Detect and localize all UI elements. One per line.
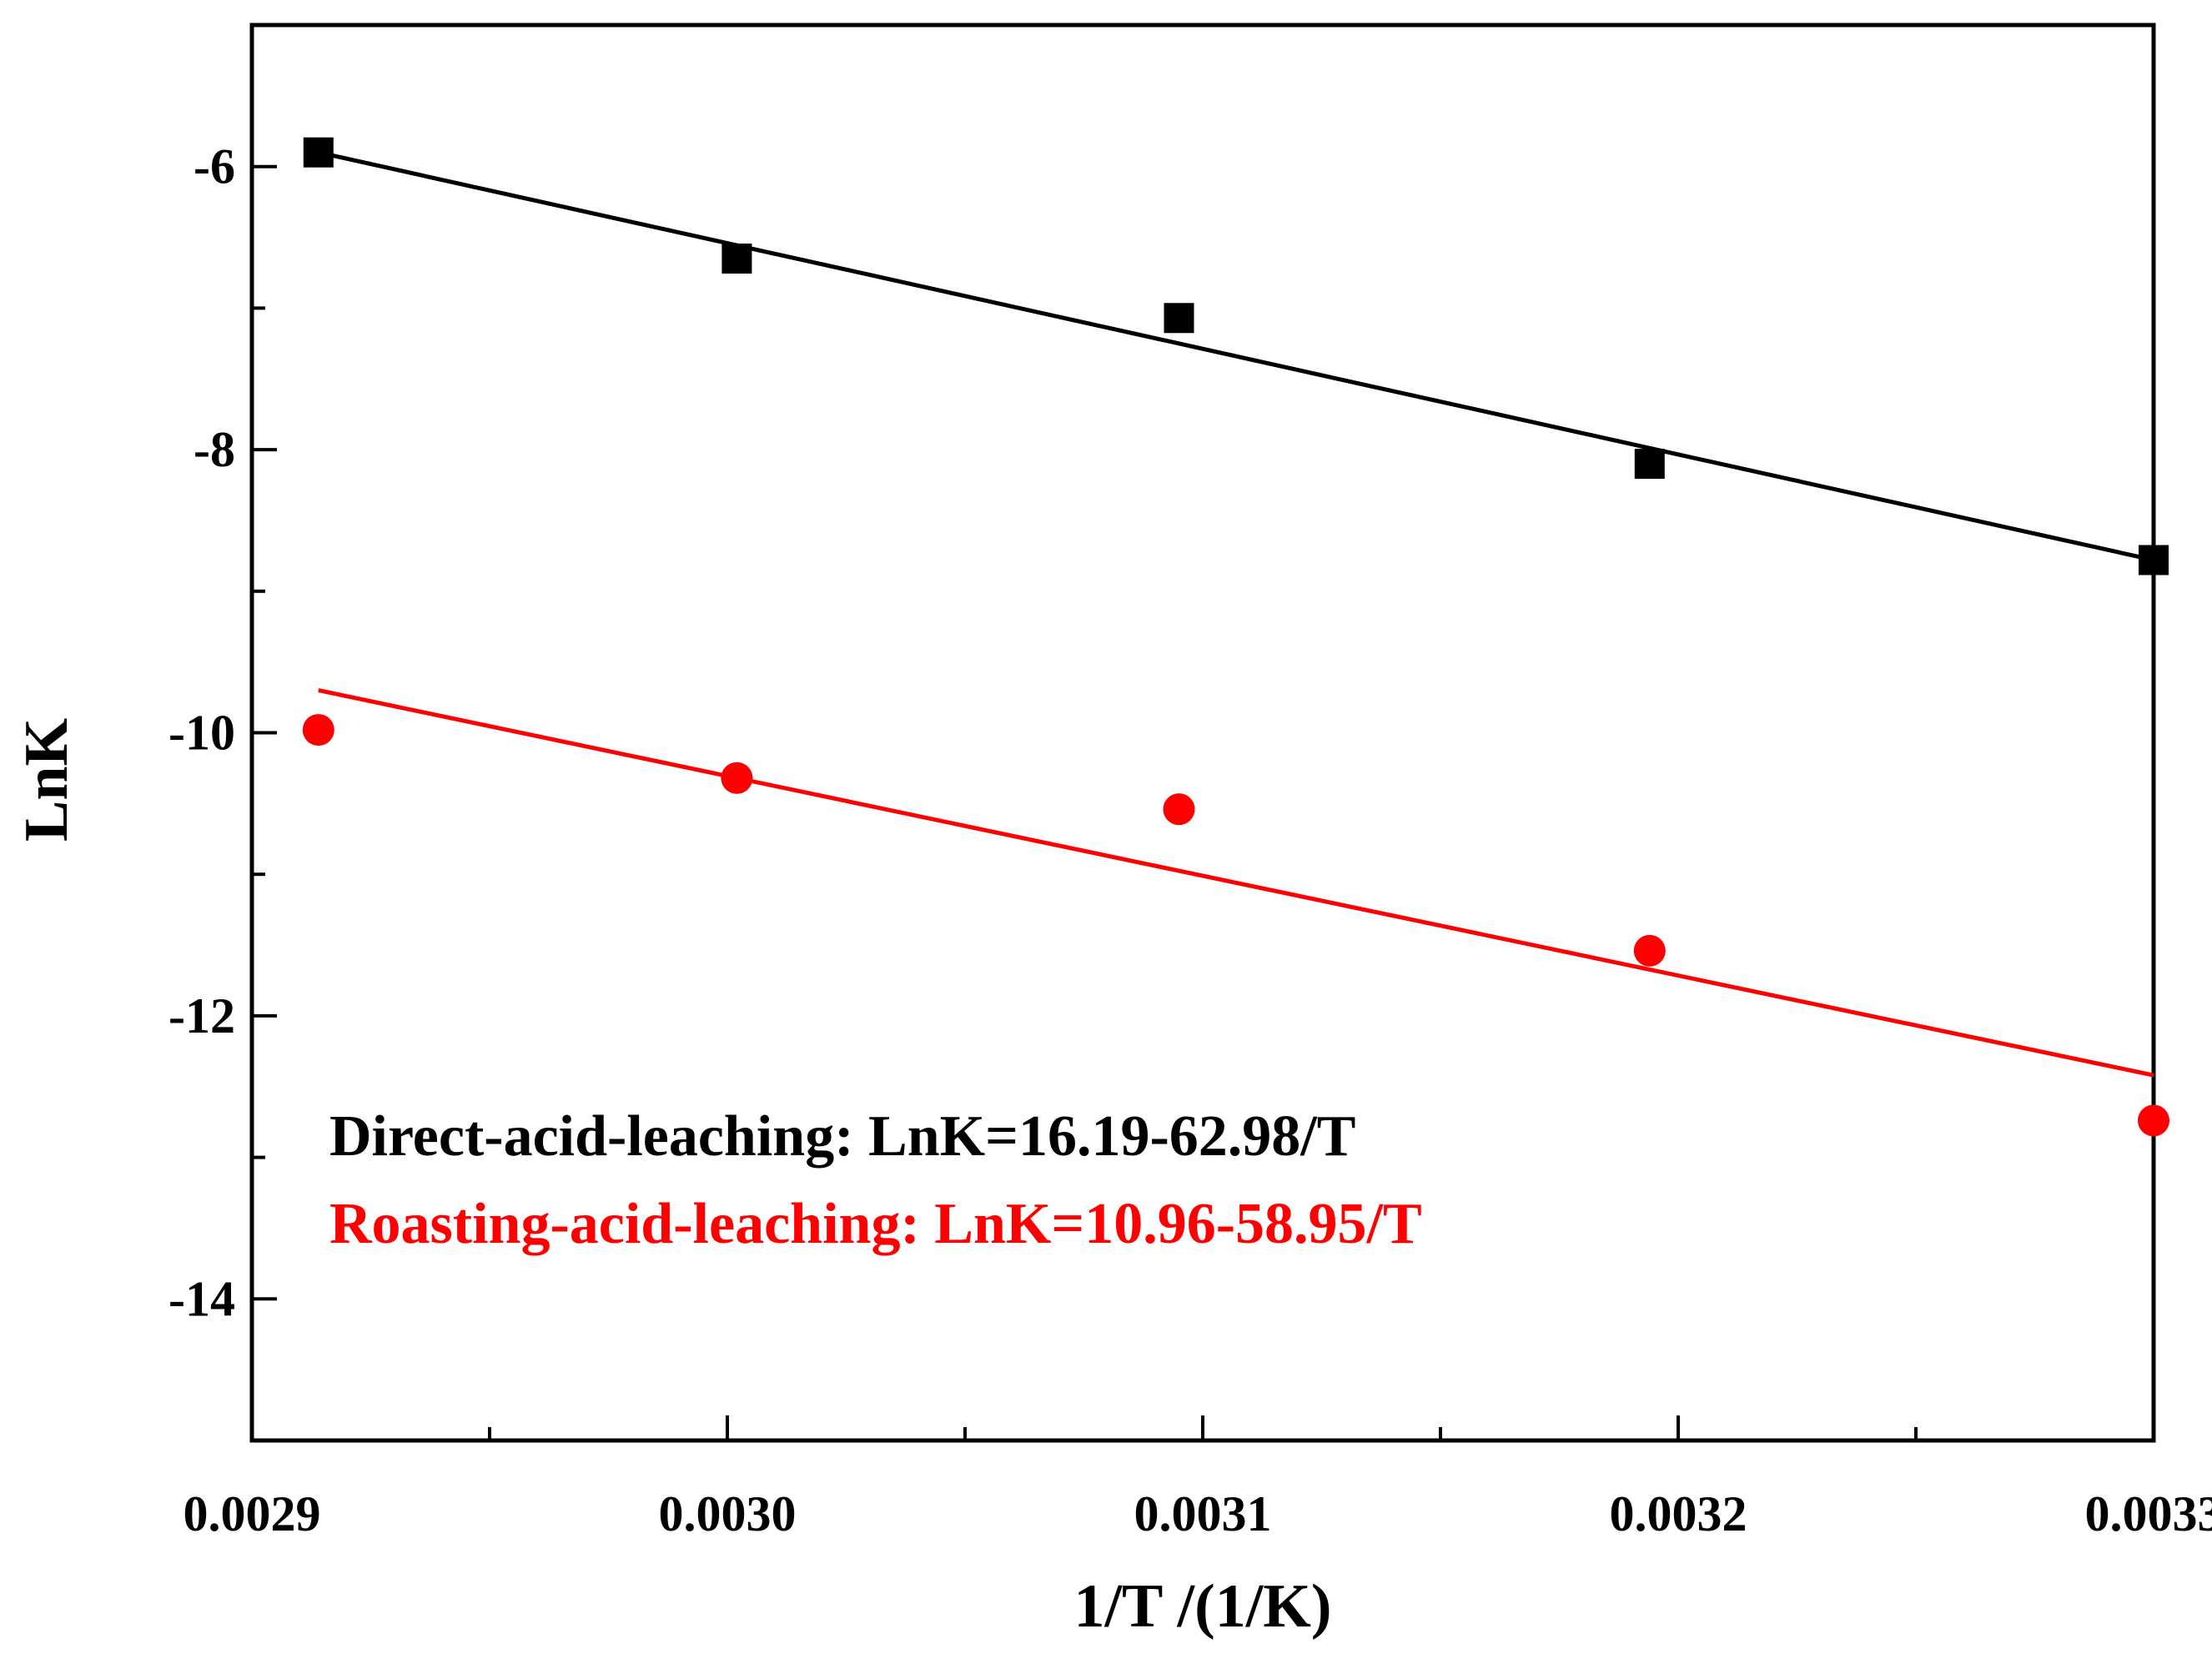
- fit-line-roasting-acid-leaching: [318, 688, 2154, 1078]
- x-tick-label: 0.0032: [1610, 1486, 1747, 1541]
- data-point-roasting-acid-leaching: [1633, 934, 1666, 967]
- equation-roasting-acid-leaching: Roasting-acid-leaching: LnK=10.96-58.95/…: [329, 1192, 1422, 1256]
- y-tick-label: -10: [168, 706, 235, 761]
- fit-line-direct-acid-leaching: [318, 150, 2154, 562]
- x-tick-label: 0.0031: [1134, 1486, 1272, 1541]
- equation-direct-acid-leaching: Direct-acid-leaching: LnK=16.19-62.98/T: [329, 1104, 1355, 1169]
- data-point-roasting-acid-leaching: [1163, 793, 1195, 826]
- data-point-roasting-acid-leaching: [302, 714, 334, 747]
- data-point-direct-acid-leaching: [1164, 303, 1194, 334]
- ticks: [250, 164, 2155, 1440]
- x-tick-label: 0.0029: [183, 1486, 321, 1541]
- data-point-direct-acid-leaching: [303, 137, 334, 168]
- fit-lines: [318, 150, 2154, 1078]
- data-point-direct-acid-leaching: [1634, 449, 1665, 480]
- x-axis-title: 1/T /(1/K): [1073, 1572, 1331, 1641]
- y-tick-label: -6: [194, 139, 235, 194]
- data-point-roasting-acid-leaching: [721, 762, 753, 794]
- data-point-direct-acid-leaching: [2139, 545, 2169, 576]
- y-tick-label: -12: [168, 988, 235, 1043]
- y-tick-label: -8: [194, 422, 235, 477]
- x-tick-label: 0.0033: [2085, 1486, 2212, 1541]
- x-tick-label: 0.0030: [659, 1486, 797, 1541]
- y-tick-label: -14: [168, 1271, 235, 1326]
- data-point-roasting-acid-leaching: [2138, 1104, 2169, 1137]
- tick-labels: 0.0029 0.0030 0.0031 0.0032 0.0033 -6 -8 -10 -12…: [168, 139, 2212, 1541]
- data-points: [302, 137, 2169, 1137]
- y-axis-title: LnK: [13, 718, 81, 842]
- data-point-direct-acid-leaching: [721, 244, 752, 274]
